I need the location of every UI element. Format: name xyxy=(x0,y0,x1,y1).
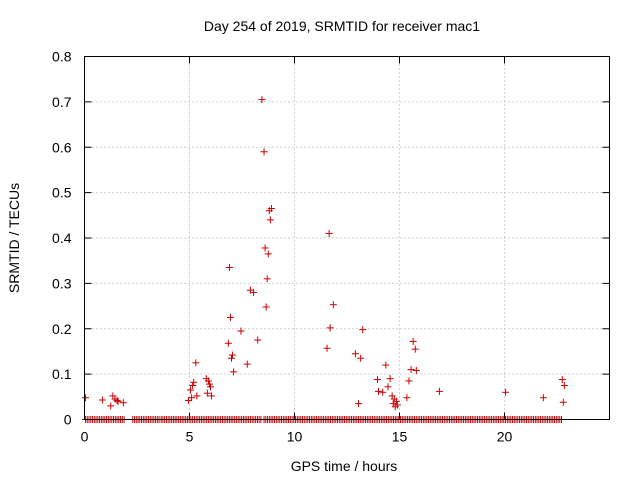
data-point xyxy=(203,389,211,397)
data-point xyxy=(208,392,216,400)
data-point xyxy=(204,377,212,385)
y-tick-label: 0.8 xyxy=(52,49,72,65)
data-point xyxy=(230,368,238,376)
data-point xyxy=(382,361,390,369)
data-point xyxy=(113,396,121,404)
data-point xyxy=(412,366,420,374)
data-point xyxy=(359,326,367,334)
data-point xyxy=(392,397,400,405)
y-tick-label: 0.1 xyxy=(52,366,72,382)
data-point xyxy=(119,399,127,407)
data-point xyxy=(403,394,411,402)
data-point xyxy=(355,400,363,408)
x-tick-label: 5 xyxy=(186,429,194,445)
data-point xyxy=(264,250,272,258)
data-point xyxy=(192,359,200,367)
y-tick-label: 0.6 xyxy=(52,139,72,155)
data-point xyxy=(267,205,275,213)
data-point xyxy=(243,360,251,368)
data-point xyxy=(326,324,334,332)
x-tick-label: 15 xyxy=(392,429,408,445)
tick-labels: 0 5 10 15 20 0 0.1 0.2 0.3 0.4 0.5 0.6 0.7 0.8 xyxy=(52,49,512,445)
plot-frame xyxy=(84,56,610,420)
data-point xyxy=(405,377,413,385)
data-point xyxy=(379,388,387,396)
data-point xyxy=(559,398,567,406)
data-point xyxy=(229,351,237,359)
data-point xyxy=(325,229,333,237)
data-point xyxy=(386,375,394,383)
data-point xyxy=(539,394,547,402)
data-point xyxy=(260,148,268,156)
data-point xyxy=(373,376,381,384)
data-point xyxy=(435,387,443,395)
data-point xyxy=(375,387,382,395)
data-point xyxy=(560,381,568,389)
data-point xyxy=(82,394,90,402)
data-point xyxy=(207,383,214,391)
data-point xyxy=(407,366,415,374)
data-point xyxy=(357,354,365,362)
x-tick-label: 0 xyxy=(81,429,89,445)
data-point xyxy=(228,354,235,362)
y-tick-label: 0.7 xyxy=(52,94,72,110)
data-point xyxy=(384,383,392,391)
x-axis-label: GPS time / hours xyxy=(291,458,398,474)
x-tick-label: 20 xyxy=(497,429,513,445)
y-tick-label: 0.5 xyxy=(52,185,72,201)
data-point xyxy=(114,397,122,405)
data-point xyxy=(187,386,195,394)
data-point xyxy=(224,339,232,347)
data-point xyxy=(254,336,262,344)
data-point xyxy=(393,401,401,409)
axis-ticks xyxy=(84,56,610,420)
data-point xyxy=(107,402,115,410)
data-point xyxy=(329,301,337,309)
y-axis-label: SRMTID / TECUs xyxy=(6,183,22,293)
data-point xyxy=(226,313,234,321)
data-point xyxy=(266,216,274,224)
data-point xyxy=(558,376,566,384)
grid-lines xyxy=(84,56,610,420)
y-tick-label: 0.3 xyxy=(52,275,72,291)
data-point xyxy=(237,327,245,335)
data-point xyxy=(261,244,269,252)
data-point xyxy=(188,394,196,402)
data-point xyxy=(258,96,266,104)
data-point xyxy=(250,288,258,296)
data-point xyxy=(193,392,201,400)
data-point xyxy=(409,337,417,345)
data-point xyxy=(262,303,270,311)
data-point xyxy=(225,263,233,271)
data-point xyxy=(263,275,271,283)
data-point xyxy=(189,381,197,389)
data-point xyxy=(351,350,359,358)
x-tick-label: 10 xyxy=(287,429,303,445)
y-tick-label: 0.4 xyxy=(52,230,72,246)
data-point xyxy=(502,388,510,396)
y-tick-label: 0 xyxy=(64,412,72,428)
data-point xyxy=(411,345,419,353)
y-tick-label: 0.2 xyxy=(52,321,72,337)
chart-title: Day 254 of 2019, SRMTID for receiver mac… xyxy=(204,18,480,34)
data-point xyxy=(190,378,198,386)
data-point xyxy=(98,396,106,404)
data-point xyxy=(323,344,331,352)
